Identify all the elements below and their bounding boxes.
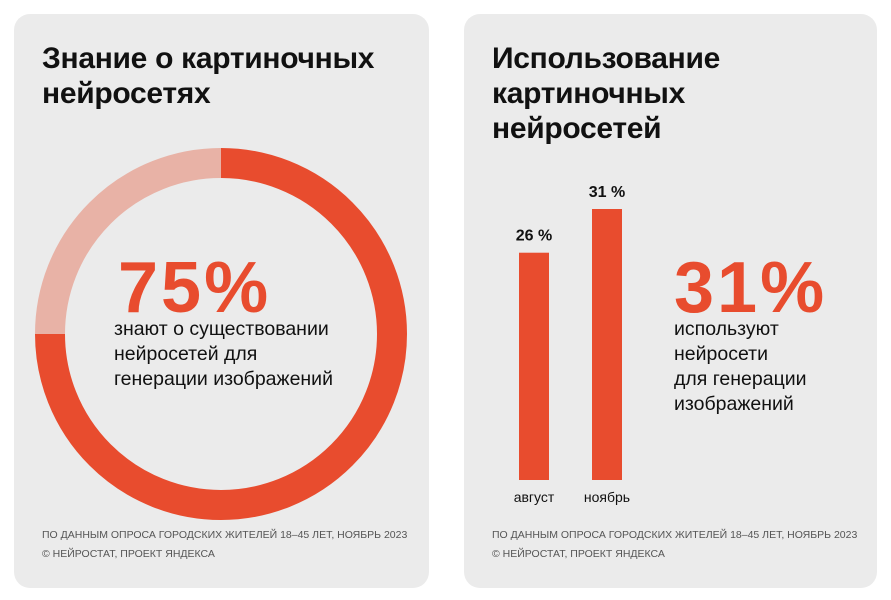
footnote-copyright: © Нейростат, проект Яндекса bbox=[42, 548, 215, 560]
footnote-copyright: © Нейростат, проект Яндекса bbox=[492, 548, 665, 560]
usage-description: используют нейросети для генерации изобр… bbox=[674, 318, 807, 415]
awareness-donut-chart bbox=[35, 148, 407, 520]
bar-category-label: август bbox=[514, 489, 555, 505]
donut-slice-aware bbox=[35, 148, 407, 520]
usage-bar-chart: 26 % август 31 % ноябрь bbox=[514, 184, 630, 505]
footnote-source: По данным опроса городских жителей 18–45… bbox=[492, 529, 858, 541]
bar-august bbox=[519, 252, 549, 480]
awareness-title: Знание о картиночных нейросетях bbox=[42, 42, 375, 110]
usage-big-value: 31% bbox=[674, 248, 828, 328]
awareness-description: знают о существовании нейросетей для ген… bbox=[114, 318, 333, 390]
bar-value-label: 31 % bbox=[589, 184, 625, 201]
usage-title: Использование картиночных нейросетей bbox=[492, 42, 721, 145]
donut-slice-unaware bbox=[35, 148, 222, 335]
awareness-card: Знание о картиночных нейросетях 75% знаю… bbox=[14, 14, 429, 588]
awareness-footnote: По данным опроса городских жителей 18–45… bbox=[42, 526, 407, 564]
awareness-big-value: 75% bbox=[118, 248, 272, 328]
footnote-source: По данным опроса городских жителей 18–45… bbox=[42, 529, 408, 541]
usage-card: Использование картиночных нейросетей 26 … bbox=[464, 14, 877, 588]
bar-value-label: 26 % bbox=[516, 228, 552, 245]
bar-category-label: ноябрь bbox=[584, 489, 630, 505]
bar-november bbox=[592, 209, 622, 480]
usage-footnote: По данным опроса городских жителей 18–45… bbox=[492, 526, 857, 564]
